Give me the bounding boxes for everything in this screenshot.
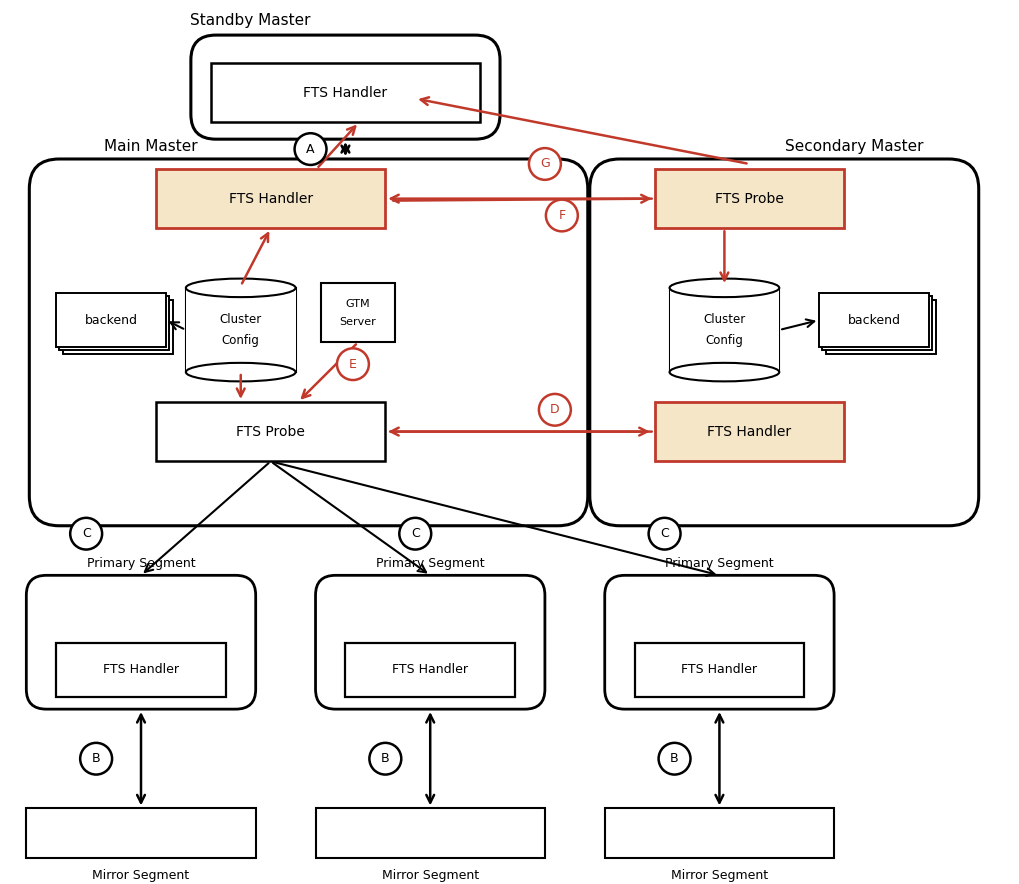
Text: C: C xyxy=(660,527,668,540)
Bar xyxy=(604,808,835,857)
Text: Primary Segment: Primary Segment xyxy=(665,557,773,570)
Bar xyxy=(185,288,296,372)
Text: Secondary Master: Secondary Master xyxy=(785,139,923,154)
Text: B: B xyxy=(381,752,389,766)
Circle shape xyxy=(294,133,326,165)
Circle shape xyxy=(649,518,681,550)
Text: GTM: GTM xyxy=(345,299,370,309)
Circle shape xyxy=(337,348,369,380)
Text: FTS Handler: FTS Handler xyxy=(103,664,179,676)
FancyBboxPatch shape xyxy=(191,35,500,139)
Bar xyxy=(826,300,935,354)
Text: A: A xyxy=(307,142,315,156)
Ellipse shape xyxy=(669,362,780,381)
Text: D: D xyxy=(550,403,559,416)
Bar xyxy=(822,295,931,350)
Text: FTS Probe: FTS Probe xyxy=(715,192,784,206)
FancyBboxPatch shape xyxy=(316,575,545,709)
Bar xyxy=(56,293,166,347)
FancyBboxPatch shape xyxy=(30,159,588,526)
Text: Main Master: Main Master xyxy=(104,139,198,154)
Bar xyxy=(56,643,226,697)
Text: Config: Config xyxy=(222,333,260,347)
Circle shape xyxy=(369,743,401,774)
Text: Mirror Segment: Mirror Segment xyxy=(671,869,768,882)
Text: B: B xyxy=(92,752,101,766)
Text: Config: Config xyxy=(705,333,743,347)
Text: FTS Handler: FTS Handler xyxy=(228,192,313,206)
Ellipse shape xyxy=(185,278,296,297)
Text: FTS Handler: FTS Handler xyxy=(707,424,792,438)
Text: C: C xyxy=(82,527,91,540)
Text: backend: backend xyxy=(848,314,901,326)
Bar xyxy=(819,293,929,347)
Text: Cluster: Cluster xyxy=(703,313,746,326)
Text: Server: Server xyxy=(339,316,376,326)
Ellipse shape xyxy=(669,278,780,297)
FancyBboxPatch shape xyxy=(590,159,978,526)
Text: Primary Segment: Primary Segment xyxy=(376,557,484,570)
Bar xyxy=(26,808,256,857)
Bar xyxy=(156,402,385,461)
Bar xyxy=(59,295,169,350)
Text: FTS Handler: FTS Handler xyxy=(392,664,468,676)
Text: G: G xyxy=(540,157,550,171)
Text: B: B xyxy=(671,752,679,766)
Text: FTS Probe: FTS Probe xyxy=(236,424,305,438)
Circle shape xyxy=(81,743,112,774)
Text: E: E xyxy=(348,358,357,370)
Bar xyxy=(156,169,385,228)
Text: FTS Handler: FTS Handler xyxy=(682,664,757,676)
Text: Mirror Segment: Mirror Segment xyxy=(382,869,479,882)
Circle shape xyxy=(546,200,578,232)
Text: Mirror Segment: Mirror Segment xyxy=(93,869,190,882)
Circle shape xyxy=(658,743,691,774)
Text: Standby Master: Standby Master xyxy=(191,12,311,27)
Text: F: F xyxy=(558,209,566,222)
FancyBboxPatch shape xyxy=(26,575,256,709)
Ellipse shape xyxy=(185,362,296,381)
Text: backend: backend xyxy=(85,314,138,326)
Bar xyxy=(321,283,395,342)
Bar xyxy=(635,643,804,697)
Text: FTS Handler: FTS Handler xyxy=(304,86,387,100)
Bar xyxy=(669,288,780,372)
Bar xyxy=(63,300,173,354)
Circle shape xyxy=(399,518,431,550)
Text: Primary Segment: Primary Segment xyxy=(87,557,196,570)
Bar xyxy=(316,808,545,857)
Text: C: C xyxy=(411,527,420,540)
Bar xyxy=(345,643,515,697)
Circle shape xyxy=(529,149,560,179)
Circle shape xyxy=(539,394,571,425)
Bar xyxy=(211,63,480,122)
Bar xyxy=(654,402,844,461)
Bar xyxy=(654,169,844,228)
Text: Cluster: Cluster xyxy=(220,313,262,326)
Circle shape xyxy=(70,518,102,550)
FancyBboxPatch shape xyxy=(604,575,835,709)
